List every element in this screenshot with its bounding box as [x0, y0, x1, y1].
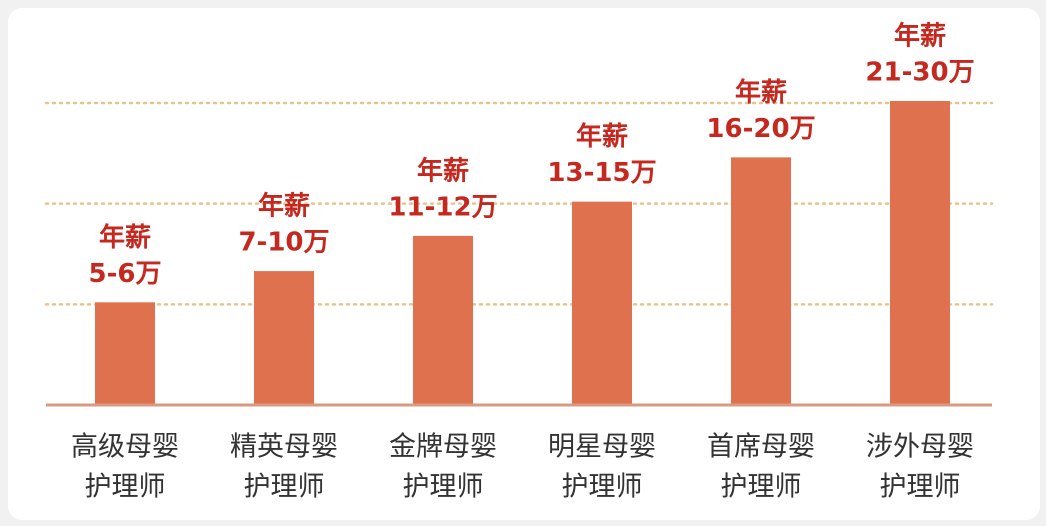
- bar-label: 年薪: [576, 121, 628, 152]
- x-tick-label: 护理师: [403, 472, 484, 503]
- x-tick-label: 护理师: [85, 472, 166, 503]
- bar-label: 年薪: [99, 222, 151, 253]
- x-tick-label: 精英母婴: [230, 432, 338, 463]
- bar-label: 年薪: [417, 155, 469, 186]
- x-tick-label: 金牌母婴: [389, 432, 497, 463]
- x-tick-label: 护理师: [562, 472, 643, 503]
- bar: [572, 201, 632, 405]
- bar: [890, 100, 950, 405]
- bar-label: 11-12万: [388, 192, 497, 222]
- bar-label: 年薪: [894, 20, 946, 51]
- x-tick-label: 护理师: [880, 472, 961, 503]
- bar-label: 21-30万: [865, 57, 974, 87]
- bar: [95, 302, 155, 405]
- x-tick-label: 护理师: [721, 472, 802, 503]
- bar: [731, 157, 791, 405]
- bar-label: 7-10万: [238, 228, 329, 258]
- x-tick-label: 护理师: [244, 472, 325, 503]
- bar-label: 年薪: [735, 77, 787, 108]
- bar-label: 16-20万: [706, 114, 815, 144]
- bar-label: 13-15万: [547, 158, 656, 188]
- x-tick-label: 首席母婴: [707, 432, 815, 463]
- bar-label: 年薪: [258, 191, 310, 222]
- bar: [254, 271, 314, 405]
- bar-label: 5-6万: [89, 259, 162, 289]
- bar: [413, 235, 473, 405]
- x-tick-label: 明星母婴: [548, 432, 656, 463]
- x-tick-label: 涉外母婴: [866, 432, 974, 463]
- x-tick-label: 高级母婴: [71, 432, 179, 463]
